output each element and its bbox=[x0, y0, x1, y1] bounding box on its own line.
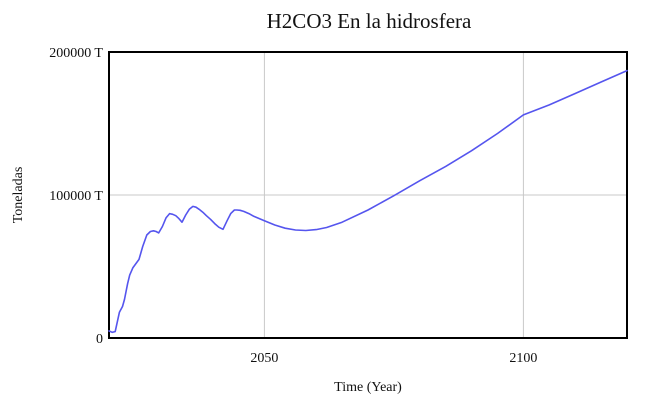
series-line bbox=[108, 69, 628, 334]
x-tick-labels: 2050 2100 bbox=[250, 351, 537, 366]
x-tick-label-1: 2100 bbox=[509, 351, 537, 366]
y-tick-label-1: 100000 T bbox=[49, 189, 103, 204]
y-tick-label-0: 0 bbox=[96, 332, 103, 347]
y-axis-label: Toneladas bbox=[11, 167, 26, 224]
y-tick-label-2: 200000 T bbox=[49, 46, 103, 61]
plot-area-frame bbox=[108, 51, 628, 339]
x-tick-label-0: 2050 bbox=[250, 351, 278, 366]
x-axis-label: Time (Year) bbox=[334, 380, 402, 395]
y-tick-labels: 0 100000 T 200000 T bbox=[49, 46, 103, 347]
grid-layer bbox=[109, 52, 627, 338]
chart-title: H2CO3 En la hidrosfera bbox=[267, 9, 472, 33]
